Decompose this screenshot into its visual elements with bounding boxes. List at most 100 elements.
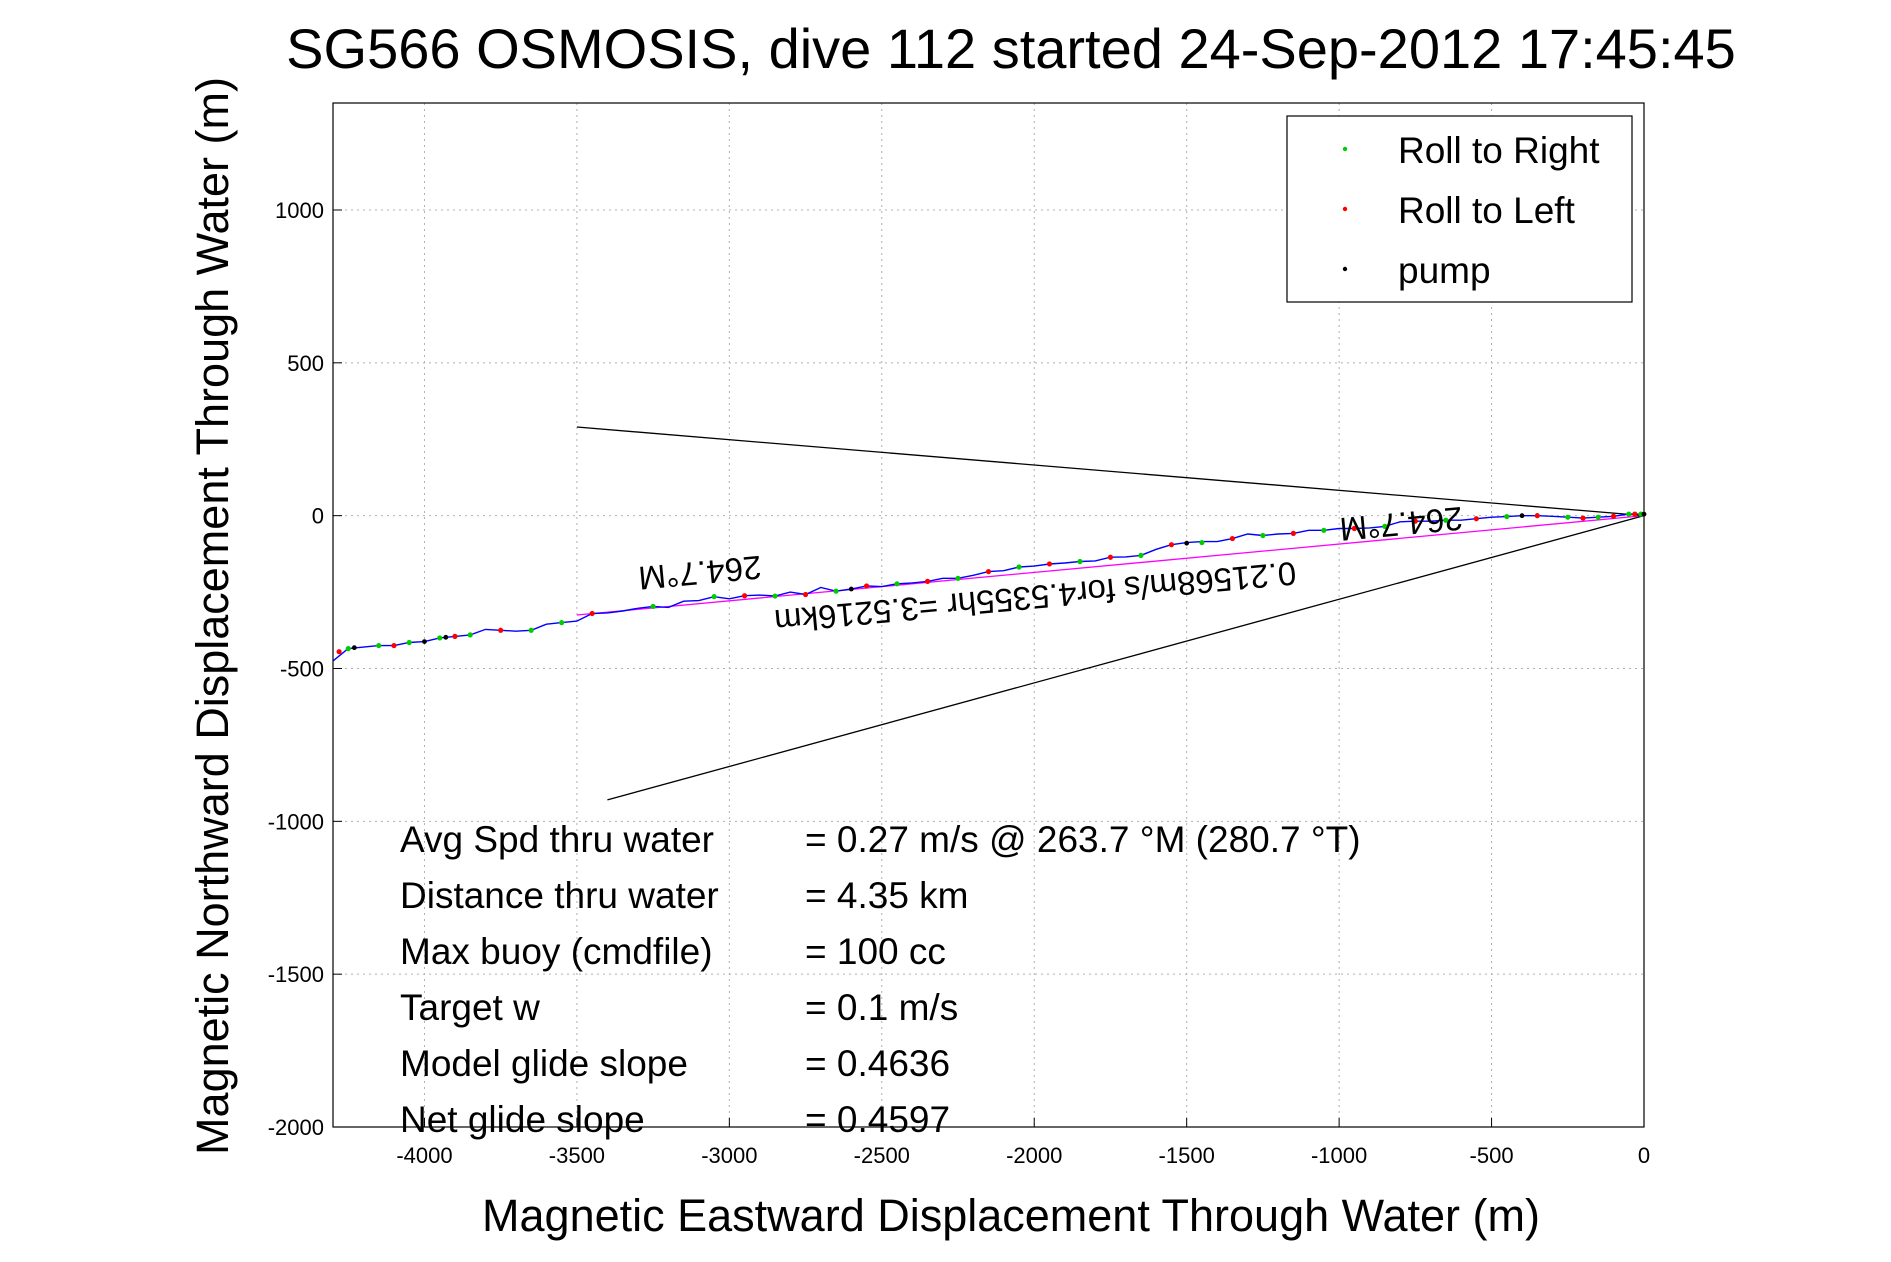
stat-label: Max buoy (cmdfile) — [400, 931, 713, 972]
roll-left-point — [985, 568, 992, 575]
markers — [336, 511, 1647, 655]
stat-value: = 0.4636 — [805, 1043, 950, 1084]
pump-point — [1519, 513, 1525, 519]
x-tick-label: -4000 — [396, 1143, 452, 1168]
roll-left-point — [863, 583, 870, 589]
roll-left-point — [1473, 516, 1479, 522]
roll-left-point — [1107, 554, 1114, 560]
roll-left-point — [336, 649, 342, 655]
roll-right-point — [1016, 564, 1022, 570]
roll-right-point — [1443, 517, 1449, 523]
x-tick-label: 0 — [1638, 1143, 1650, 1168]
x-tick-label: -3500 — [549, 1143, 605, 1168]
roll-left-point — [1580, 515, 1586, 521]
roll-right-point — [1077, 558, 1083, 565]
roll-left-point — [1610, 513, 1617, 519]
roll-left-point — [1229, 535, 1236, 542]
x-tick-label: -2000 — [1006, 1143, 1062, 1168]
stat-label: Model glide slope — [400, 1043, 688, 1084]
plot-frame — [332, 102, 1645, 1128]
roll-left-point — [391, 642, 397, 649]
y-tick-label: 500 — [287, 351, 324, 376]
roll-right-point — [1138, 552, 1144, 558]
pump-point — [422, 639, 427, 644]
stats-panel: Avg Spd thru water = 0.27 m/s @ 263.7 °M … — [400, 819, 1361, 1140]
roll-left-point — [1351, 525, 1357, 532]
x-tick-label: -1500 — [1159, 1143, 1215, 1168]
roll-left-point — [1290, 530, 1296, 536]
y-axis-label: Magnetic Northward Displacement Through … — [187, 77, 238, 1155]
reference-line-0 — [576, 515, 1645, 616]
pump-point — [351, 645, 357, 651]
roll-right-point — [1626, 511, 1632, 517]
stat-label: Net glide slope — [400, 1099, 645, 1140]
reference-line-2 — [607, 515, 1645, 801]
y-tick-label: -2000 — [268, 1115, 324, 1140]
pump-point — [443, 634, 449, 640]
stat-value: = 0.4597 — [805, 1099, 950, 1140]
roll-left-point — [498, 627, 504, 633]
stat-label: Target w — [400, 987, 540, 1028]
y-tick-label: -500 — [280, 656, 324, 681]
roll-right-point — [650, 603, 656, 610]
x-tick-label: -2500 — [854, 1143, 910, 1168]
roll-left-point — [924, 578, 931, 584]
roll-right-point — [894, 581, 900, 587]
roll-left-point — [1168, 542, 1175, 548]
roll-right-point — [437, 635, 443, 641]
reference-lines — [576, 426, 1645, 801]
roll-right-point — [833, 588, 839, 594]
stat-value: = 0.1 m/s — [805, 987, 958, 1028]
roll-left-point — [1632, 511, 1638, 517]
roll-right-point — [1382, 523, 1388, 529]
legend-marker — [1342, 146, 1348, 152]
stat-value: = 0.27 m/s @ 263.7 °M (280.7 °T) — [805, 819, 1361, 860]
roll-left-point — [1534, 513, 1540, 519]
roll-left-point — [1046, 561, 1053, 567]
roll-right-point — [376, 642, 382, 649]
roll-right-point — [1595, 514, 1601, 520]
roll-right-point — [345, 646, 351, 652]
roll-left-point — [1412, 518, 1418, 524]
reference-line-1 — [576, 426, 1645, 517]
y-tick-label: 1000 — [275, 198, 324, 223]
roll-left-point — [741, 593, 748, 599]
x-tick-label: -500 — [1470, 1143, 1514, 1168]
legend-label: Roll to Right — [1398, 130, 1600, 171]
roll-right-point — [406, 639, 412, 646]
x-tick-label: -3000 — [701, 1143, 757, 1168]
roll-right-point — [955, 575, 961, 581]
y-tick-label: -1000 — [268, 809, 324, 834]
roll-right-point — [1260, 532, 1266, 539]
y-tick-label: -1500 — [268, 962, 324, 987]
roll-left-point — [589, 610, 595, 617]
roll-right-point — [772, 593, 778, 599]
roll-right-point — [711, 594, 717, 600]
pump-point — [848, 586, 854, 592]
roll-right-point — [1199, 539, 1205, 546]
legend-label: Roll to Left — [1398, 190, 1576, 231]
stat-value: = 100 cc — [805, 931, 946, 972]
stat-value: = 4.35 km — [805, 875, 969, 916]
roll-right-point — [1504, 513, 1510, 520]
legend-marker — [1342, 206, 1348, 212]
ticks: -4000 -3500 -3000 -2500 -2000 -1500 -1000 -500 0… — [268, 198, 1650, 1168]
roll-right-point — [528, 627, 534, 633]
y-tick-label: 0 — [312, 504, 324, 529]
legend: Roll to Right Roll to Left pump — [1286, 115, 1633, 303]
roll-left-point — [452, 633, 458, 639]
chart-title: SG566 OSMOSIS, dive 112 started 24-Sep-2… — [286, 17, 1736, 80]
pump-point — [1184, 540, 1190, 546]
x-axis-label: Magnetic Eastward Displacement Through W… — [482, 1190, 1540, 1241]
legend-marker — [1342, 266, 1348, 272]
roll-left-point — [802, 591, 809, 598]
roll-right-point — [1321, 527, 1327, 533]
stat-label: Avg Spd thru water — [400, 819, 714, 860]
roll-right-point — [559, 620, 565, 626]
roll-right-point — [467, 632, 473, 638]
x-tick-label: -1000 — [1311, 1143, 1367, 1168]
legend-label: pump — [1398, 250, 1491, 291]
stat-label: Distance thru water — [400, 875, 719, 916]
